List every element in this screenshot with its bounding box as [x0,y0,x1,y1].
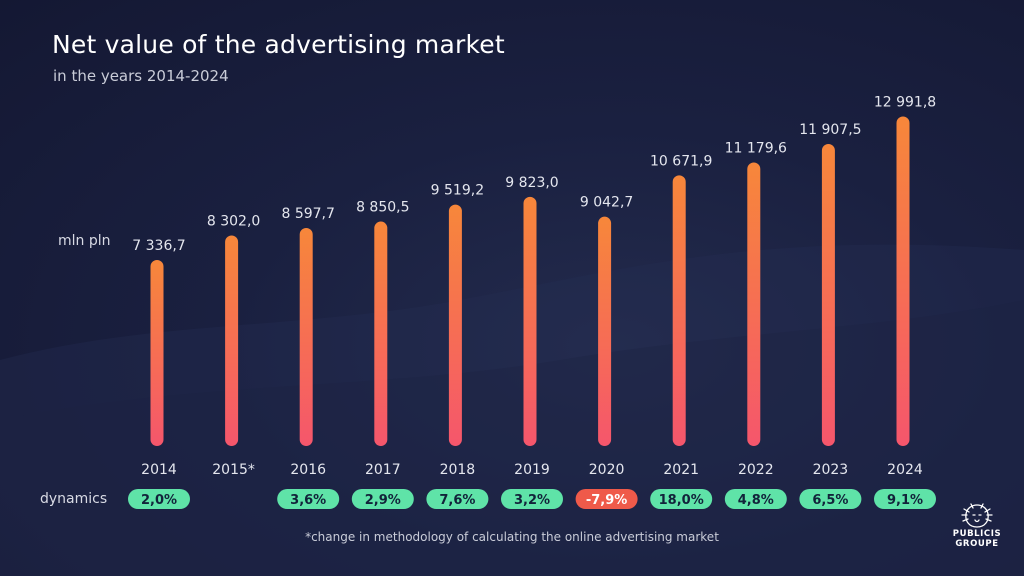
publicis-logo: PUBLICIS GROUPE [944,503,1010,549]
dynamics-value: 18,0% [659,493,704,508]
dynamics-value: 7,6% [439,493,475,508]
year-label: 2018 [440,462,476,478]
logo-text-line2: GROUPE [955,539,999,549]
year-label: 2017 [365,462,401,478]
dynamics-value: 4,8% [738,493,774,508]
year-label: 2019 [514,462,550,478]
dynamics-badge [575,489,638,509]
value-label: 12 991,8 [874,95,936,111]
dynamics-badge [650,489,713,509]
dynamics-badge [426,489,489,509]
dynamics-value: 3,2% [514,493,550,508]
dynamics-badge [351,489,414,509]
value-label: 7 336,7 [132,238,185,254]
bar-2024 [896,116,910,446]
value-label: 8 850,5 [356,200,409,216]
value-label: 8 302,0 [207,213,260,229]
dynamics-badge [724,489,787,509]
year-label: 2022 [738,462,774,478]
unit-label: mln pln [58,233,111,249]
bar-2020 [598,216,612,446]
year-label: 2014 [141,462,177,478]
bar-2021 [672,175,686,447]
year-label: 2020 [589,462,625,478]
chart-title: Net value of the advertising market [52,30,505,59]
bar-2016 [299,227,313,446]
year-label: 2016 [290,462,326,478]
bar-2022 [747,162,761,446]
dynamics-badge [277,489,340,509]
dynamics-value: 9,1% [887,493,923,508]
year-label: 2015* [212,462,255,478]
dynamics-label: dynamics [40,491,108,507]
year-label: 2023 [813,462,849,478]
bar-2019 [523,196,537,446]
dynamics-value: -7,9% [586,493,627,508]
dynamics-badge [501,489,563,509]
bar-2017 [374,221,388,446]
year-label: 2021 [663,462,699,478]
value-label: 11 907,5 [799,122,861,138]
footnote: *change in methodology of calculating th… [305,530,719,544]
dynamics-badge [128,489,190,509]
value-label: 10 671,9 [650,153,712,169]
bar-2014 [150,259,164,446]
chart-subtitle: in the years 2014-2024 [53,67,229,85]
dynamics-badge [799,489,862,509]
value-label: 9 823,0 [505,175,558,191]
year-label: 2024 [887,462,923,478]
dynamics-badge [874,489,936,509]
lion-icon [961,503,993,528]
logo-text-line1: PUBLICIS [952,529,1002,539]
bar-2023 [821,144,835,446]
dynamics-value: 2,9% [365,493,401,508]
value-label: 9 042,7 [580,195,633,211]
dynamics-value: 2,0% [141,493,177,508]
dynamics-value: 3,6% [290,493,326,508]
dynamics-value: 6,5% [812,493,848,508]
value-label: 9 519,2 [431,183,484,199]
value-label: 11 179,6 [725,140,787,156]
bar-2018 [448,204,462,446]
value-label: 8 597,7 [281,206,334,222]
bar-2015 [225,235,239,446]
